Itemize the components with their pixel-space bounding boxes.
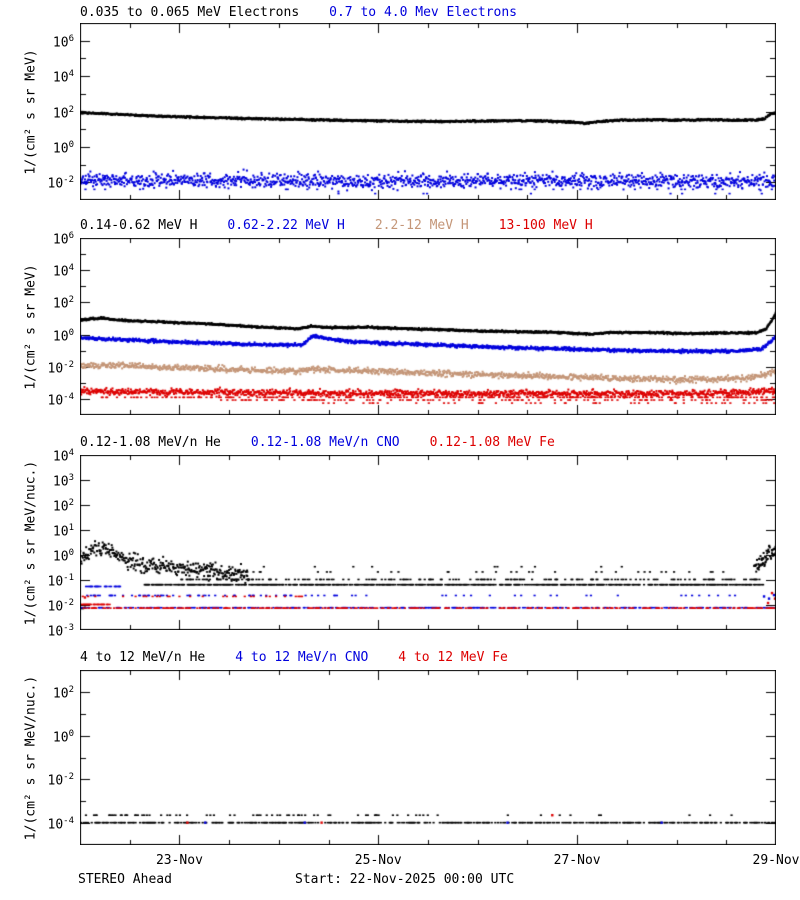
- panel-3-y-tick-label: 10-2: [47, 598, 75, 615]
- panel-2-y-tick-label: 100: [52, 327, 74, 344]
- y-tick-exponent: -3: [63, 623, 74, 633]
- panel-2-y-tick-label: 106: [52, 231, 74, 248]
- panel-3-series-label-1: 0.12-1.08 MeV/n He: [80, 435, 221, 450]
- y-tick-exponent: -2: [63, 598, 74, 608]
- panel-1-y-tick-label: 100: [52, 139, 74, 157]
- y-tick-exponent: -2: [63, 175, 74, 186]
- panel-4-series-label-2: 4 to 12 MeV/n CNO: [235, 650, 369, 665]
- x-tick-label: 23-Nov: [155, 853, 203, 868]
- panel-2-series-label-4: 13-100 MeV H: [498, 218, 593, 233]
- panel-1-y-tick-label: 104: [52, 69, 74, 86]
- panel-2-plot: [80, 238, 776, 415]
- panel-3-y-tick-label: 10-3: [47, 623, 75, 640]
- panel-2-series-label-2: 0.62-2.22 MeV H: [227, 218, 345, 233]
- panel-3-series-label-2: 0.12-1.08 MeV/n CNO: [250, 435, 400, 450]
- x-tick-label: 25-Nov: [354, 853, 402, 868]
- panel-2-y-tick-label: 104: [52, 263, 74, 280]
- panel-3-titles: 0.12-1.08 MeV/n He 0.12-1.08 MeV/n CNO 0.1…: [80, 435, 555, 451]
- panel-3-y-tick-label: 100: [52, 548, 74, 565]
- y-tick-exponent: 2: [68, 498, 74, 508]
- panel-3-y-tick-label: 104: [52, 448, 74, 465]
- y-tick-exponent: -2: [63, 772, 74, 783]
- y-tick-exponent: 2: [68, 295, 74, 306]
- y-tick-exponent: 6: [68, 231, 74, 241]
- panel-1-y-tick-label: 10-2: [47, 175, 75, 192]
- panel-2-y-tick-label: 102: [52, 295, 74, 312]
- panel-3-y-tick-label: 103: [52, 473, 74, 490]
- panel-1-titles: 0.035 to 0.065 MeV Electrons 0.7 to 4.0 M…: [80, 5, 517, 21]
- panel-4-series-label-3: 4 to 12 MeV Fe: [398, 650, 508, 665]
- panel-1-y-tick-label: 106: [52, 33, 74, 51]
- panel-3-y-tick-label: 102: [52, 498, 74, 515]
- panel-1-plot: [80, 23, 776, 200]
- y-tick-exponent: 4: [68, 263, 74, 274]
- panel-4-plot: [80, 670, 776, 845]
- panel-2-y-tick-label: 10-4: [47, 391, 75, 409]
- y-tick-exponent: 2: [68, 104, 74, 115]
- panel-4-titles: 4 to 12 MeV/n He 4 to 12 MeV/n CNO 4 to 12…: [80, 650, 508, 666]
- y-tick-exponent: 1: [68, 523, 74, 533]
- x-tick-label: 27-Nov: [553, 853, 601, 868]
- panel-1-series-label-1: 0.035 to 0.065 MeV Electrons: [80, 5, 300, 20]
- y-tick-exponent: 4: [68, 448, 74, 458]
- panel-2-titles: 0.14-0.62 MeV H 0.62-2.22 MeV H 2.2-12 MeV…: [80, 218, 593, 234]
- panel-4-y-tick-label: 100: [52, 728, 74, 745]
- panel-4-series-label-1: 4 to 12 MeV/n He: [80, 650, 206, 665]
- footer-start-time-label: Start: 22-Nov-2025 00:00 UTC: [295, 872, 515, 887]
- panel-2-series-label-1: 0.14-0.62 MeV H: [80, 218, 198, 233]
- y-tick-exponent: 6: [68, 33, 74, 44]
- y-tick-exponent: -2: [63, 359, 74, 370]
- panel-3-series-label-3: 0.12-1.08 MeV Fe: [429, 435, 555, 450]
- panel-4-y-tick-label: 10-4: [47, 816, 75, 833]
- y-tick-exponent: 0: [68, 548, 74, 558]
- y-tick-exponent: 0: [68, 728, 74, 739]
- panel-3-y-tick-label: 101: [52, 523, 74, 540]
- panel-3-plot: [80, 455, 776, 630]
- panel-1-series-label-2: 0.7 to 4.0 Mev Electrons: [329, 5, 517, 20]
- panel-4-y-tick-label: 10-2: [47, 772, 75, 789]
- y-tick-exponent: -4: [63, 391, 74, 402]
- panel-1-y-tick-label: 102: [52, 104, 74, 121]
- x-tick-label: 29-Nov: [752, 853, 800, 868]
- y-tick-exponent: 0: [68, 327, 74, 338]
- y-tick-exponent: 3: [68, 473, 74, 483]
- panel-2-series-label-3: 2.2-12 MeV H: [374, 218, 469, 233]
- y-tick-exponent: 2: [68, 684, 74, 695]
- y-tick-exponent: 4: [68, 69, 74, 80]
- y-tick-exponent: -4: [63, 816, 74, 827]
- y-tick-exponent: 0: [68, 139, 74, 150]
- panel-3-y-tick-label: 10-1: [47, 573, 75, 590]
- panel-2-y-tick-label: 10-2: [47, 359, 75, 377]
- footer-spacecraft-label: STEREO Ahead: [78, 872, 172, 887]
- y-tick-exponent: -1: [63, 573, 74, 583]
- panel-4-y-tick-label: 102: [52, 684, 74, 702]
